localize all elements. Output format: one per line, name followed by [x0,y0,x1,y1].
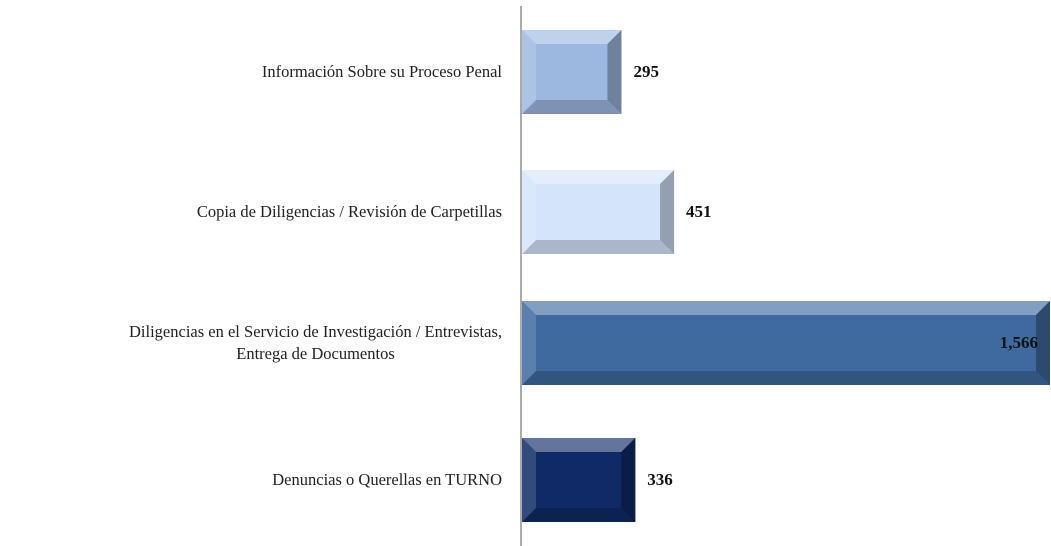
bar-bevel [522,301,536,385]
bar-bevel [607,30,622,114]
bar-bevel [660,170,675,254]
value-label: 336 [647,470,673,489]
bar-bevel [522,240,675,254]
bar-bevel [522,371,1050,385]
value-label: 1,566 [1000,333,1038,352]
category-label: Diligencias en el Servicio de Investigac… [0,321,502,365]
category-label: Información Sobre su Proceso Penal [0,61,502,83]
category-label: Denuncias o Querellas en TURNO [0,469,502,491]
bar-bevel [1036,301,1050,385]
bar-bevel [522,30,622,44]
value-label: 451 [686,202,712,221]
value-label: 295 [633,62,659,81]
bar-bevel [621,438,636,522]
bar-bevel [522,30,536,114]
category-text: Denuncias o Querellas en TURNO [272,470,502,489]
bar-bevel [522,508,636,522]
category-label: Copia de Diligencias / Revisión de Carpe… [0,201,502,223]
category-text: Copia de Diligencias / Revisión de Carpe… [196,202,502,221]
bar-bevel [522,100,622,114]
category-text: Diligencias en el Servicio de Investigac… [129,322,502,363]
category-text: Información Sobre su Proceso Penal [261,62,502,81]
bar-bevel [522,301,1050,315]
bar-bevel [522,438,636,452]
bar-bevel [522,170,536,254]
bar-bevel [522,170,675,184]
bar-bevel [522,438,536,522]
